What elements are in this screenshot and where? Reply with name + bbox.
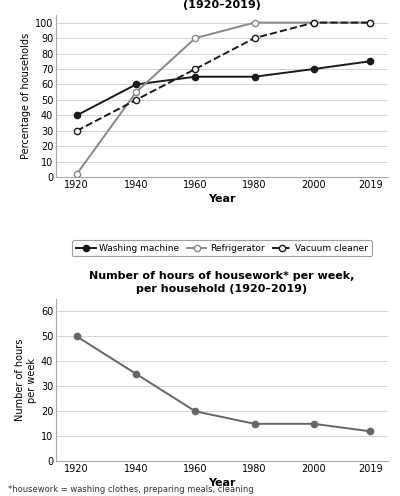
Y-axis label: Percentage of households: Percentage of households [21, 33, 31, 159]
Y-axis label: Number of hours
per week: Number of hours per week [15, 339, 37, 421]
X-axis label: Year: Year [208, 478, 236, 488]
Title: Percentage of households with electrical appliances
(1920–2019): Percentage of households with electrical… [59, 0, 385, 10]
X-axis label: Year: Year [208, 194, 236, 204]
Text: *housework = washing clothes, preparing meals, cleaning: *housework = washing clothes, preparing … [8, 485, 254, 494]
Title: Number of hours of housework* per week,
per household (1920–2019): Number of hours of housework* per week, … [89, 271, 355, 294]
Legend: Washing machine, Refrigerator, Vacuum cleaner: Washing machine, Refrigerator, Vacuum cl… [72, 240, 372, 256]
